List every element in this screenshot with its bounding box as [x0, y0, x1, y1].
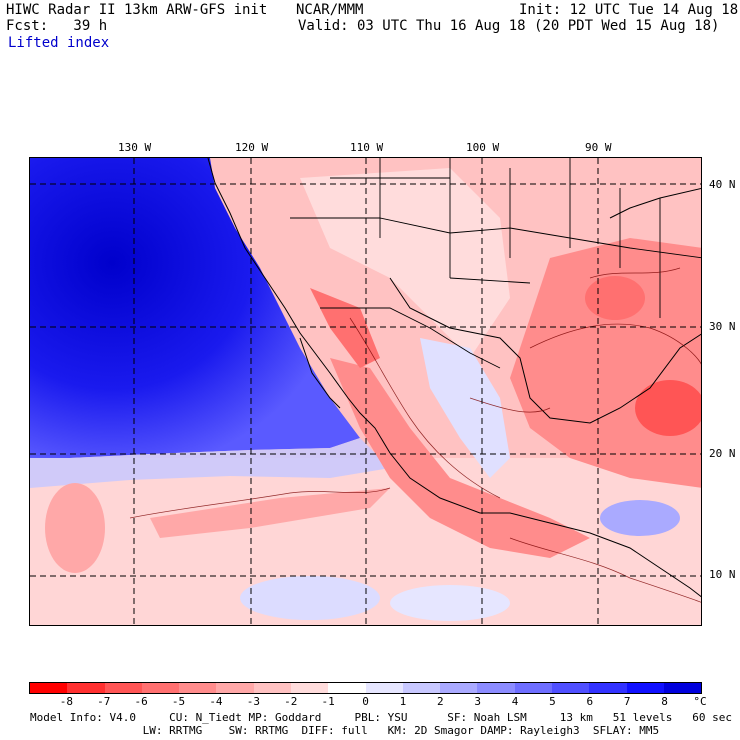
lat-label-40n: 40 N — [709, 178, 736, 191]
colorbar-swatch — [290, 683, 329, 693]
forecast-hour: Fcst: 39 h — [6, 18, 108, 34]
model-info-line2: LW: RRTMG SW: RRTMG DIFF: full KM: 2D Sm… — [30, 724, 660, 737]
far-west-unstable — [45, 483, 105, 573]
valid-time: Valid: 03 UTC Thu 16 Aug 18 (20 PDT Wed … — [298, 18, 720, 34]
colorbar-swatch — [626, 683, 664, 693]
colorbar-tick-label: 2 — [436, 695, 444, 708]
plains-neutral — [300, 168, 510, 358]
colorbar-unit: °C — [693, 695, 707, 708]
sw-neutral-patch — [240, 576, 380, 620]
colorbar-swatch — [141, 683, 180, 693]
colorbar-swatch — [514, 683, 552, 693]
colorbar — [29, 682, 702, 694]
political-borders — [290, 158, 701, 369]
colorbar-tick-label: 1 — [399, 695, 407, 708]
colorbar-tick-label: 4 — [511, 695, 519, 708]
colorbar-tick-label: 0 — [362, 695, 369, 708]
colorbar-swatch — [589, 683, 627, 693]
stable-ocean-region — [30, 158, 360, 458]
colorbar-swatch — [67, 683, 105, 693]
colorbar-tick-label: -6 — [134, 695, 148, 708]
field-name: Lifted index — [8, 35, 110, 51]
model-title: HIWC Radar II 13km ARW-GFS init — [6, 2, 268, 18]
graticule — [30, 158, 701, 625]
lon-label-90w: 90 W — [585, 141, 612, 154]
colorbar-swatch — [104, 683, 142, 693]
colorbar-swatch — [402, 683, 441, 693]
transition-band — [30, 438, 390, 488]
lon-label-100w: 100 W — [466, 141, 500, 154]
colorbar-tick-label: 8 — [661, 695, 668, 708]
colorbar-swatch — [30, 683, 68, 693]
lon-label-110w: 110 W — [350, 141, 384, 154]
s-neutral-patch — [390, 585, 510, 621]
colorbar-swatch — [253, 683, 291, 693]
plateau-stable — [420, 338, 510, 478]
itcz-streak — [150, 488, 390, 538]
colorbar-swatch — [551, 683, 590, 693]
org-label: NCAR/MMM — [296, 2, 364, 18]
colorbar-swatch — [440, 683, 478, 693]
init-time: Init: 12 UTC Tue 14 Aug 18 — [519, 2, 739, 18]
colorbar-swatch — [365, 683, 403, 693]
mexico-coast-unstable — [330, 358, 590, 558]
lon-label-120w: 120 W — [235, 141, 269, 154]
colorbar-tick-label: 6 — [586, 695, 594, 708]
colorbar-tick-label: -7 — [97, 695, 111, 708]
lon-label-130w: 130 W — [118, 141, 152, 154]
colorbar-tick-label: -5 — [171, 695, 186, 708]
colorbar-tick-label: 7 — [623, 695, 631, 708]
map-svg — [30, 158, 701, 625]
contour-lines — [129, 267, 701, 603]
colorbar-swatch — [663, 683, 702, 693]
model-info-line1: Model Info: V4.0 CU: N_Tiedt MP: Goddard… — [30, 711, 732, 724]
lifted-index-map — [29, 157, 702, 626]
colorbar-swatch — [477, 683, 515, 693]
central-america-stable — [600, 500, 680, 536]
colorbar-tick-label: 5 — [549, 695, 556, 708]
coastlines — [207, 158, 701, 598]
colorbar-tick-label: -8 — [59, 695, 73, 708]
lat-label-30n: 30 N — [709, 320, 736, 333]
gulf-max-instability — [635, 380, 701, 436]
se-us-max-instability — [585, 276, 645, 320]
lat-label-20n: 20 N — [709, 447, 736, 460]
lat-label-10n: 10 N — [709, 568, 736, 581]
colorbar-swatch — [179, 683, 217, 693]
colorbar-tick-label: 3 — [474, 695, 481, 708]
colorbar-swatch — [216, 683, 254, 693]
colorbar-tick-label: -3 — [246, 695, 260, 708]
colorbar-tick-label: -1 — [321, 695, 335, 708]
colorbar-tick-label: -2 — [284, 695, 298, 708]
colorbar-swatch — [328, 683, 366, 693]
colorbar-tick-label: -4 — [209, 695, 223, 708]
